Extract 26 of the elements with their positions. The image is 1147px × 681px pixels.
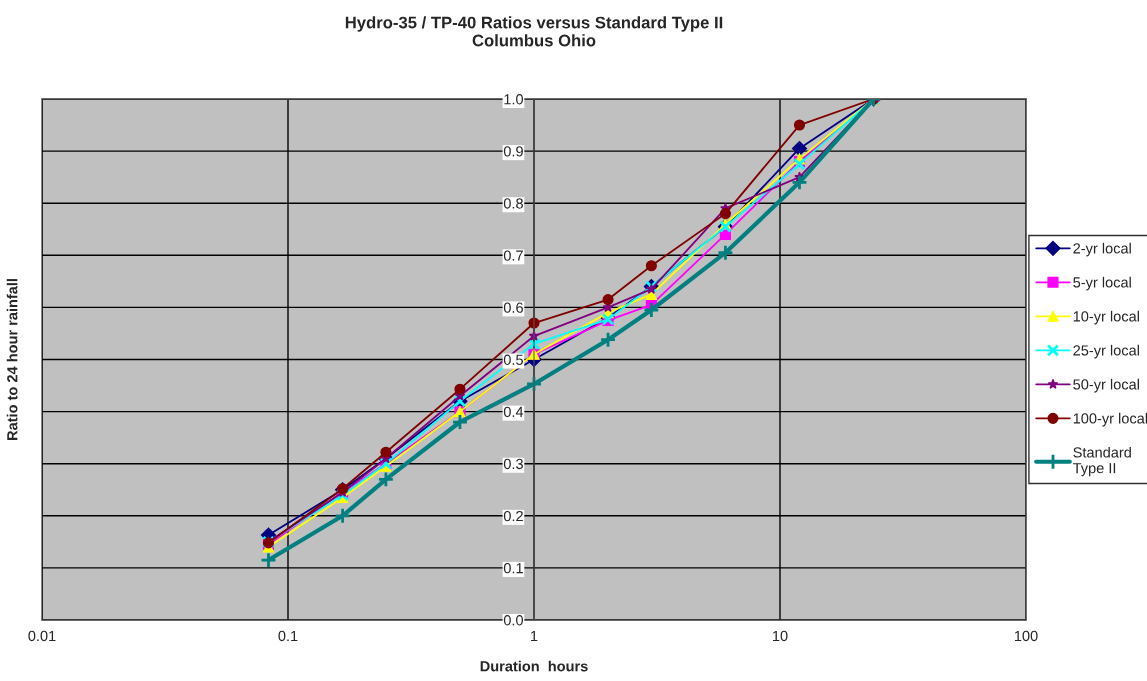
y-tick-label: 0.0 bbox=[503, 615, 524, 626]
y-tick-label: 0.3 bbox=[503, 458, 523, 470]
y-tick-label: 0.4 bbox=[503, 406, 524, 418]
y-tick-label: 0.7 bbox=[503, 250, 523, 261]
x-tick-label: 1 bbox=[531, 630, 538, 641]
y-tick-label: 0.1 bbox=[503, 563, 523, 574]
y-tick-label: 0.6 bbox=[503, 302, 523, 313]
legend-label: 2-yr local bbox=[1073, 242, 1131, 257]
legend-label: 100-yr local bbox=[1073, 412, 1147, 427]
y-tick-label: 0.2 bbox=[503, 510, 523, 522]
chart-title: Hydro-35 / TP-40 Ratios versus Standard Type II Columbus Ohio bbox=[345, 16, 723, 47]
legend-label: 25-yr local bbox=[1073, 344, 1139, 359]
legend-label: 5-yr local bbox=[1073, 276, 1131, 291]
legend-label: 50-yr local bbox=[1073, 378, 1139, 393]
x-tick-label: 10 bbox=[773, 630, 788, 642]
y-tick-label: 0.5 bbox=[503, 354, 523, 365]
y-axis-title: Ratio to 24 hour rainfall bbox=[6, 279, 18, 440]
legend-label: 10-yr local bbox=[1073, 310, 1139, 325]
x-tick-label: 0.01 bbox=[28, 630, 56, 642]
x-tick-label: 100 bbox=[1014, 630, 1038, 642]
x-tick-label: 0.1 bbox=[278, 630, 298, 642]
x-axis-title: Duration hours bbox=[480, 660, 588, 672]
legend-label: Standard Type II bbox=[1072, 446, 1131, 477]
y-tick-label: 1.0 bbox=[504, 94, 524, 105]
y-tick-label: 0.9 bbox=[503, 146, 523, 157]
y-tick-label: 0.8 bbox=[503, 198, 523, 209]
